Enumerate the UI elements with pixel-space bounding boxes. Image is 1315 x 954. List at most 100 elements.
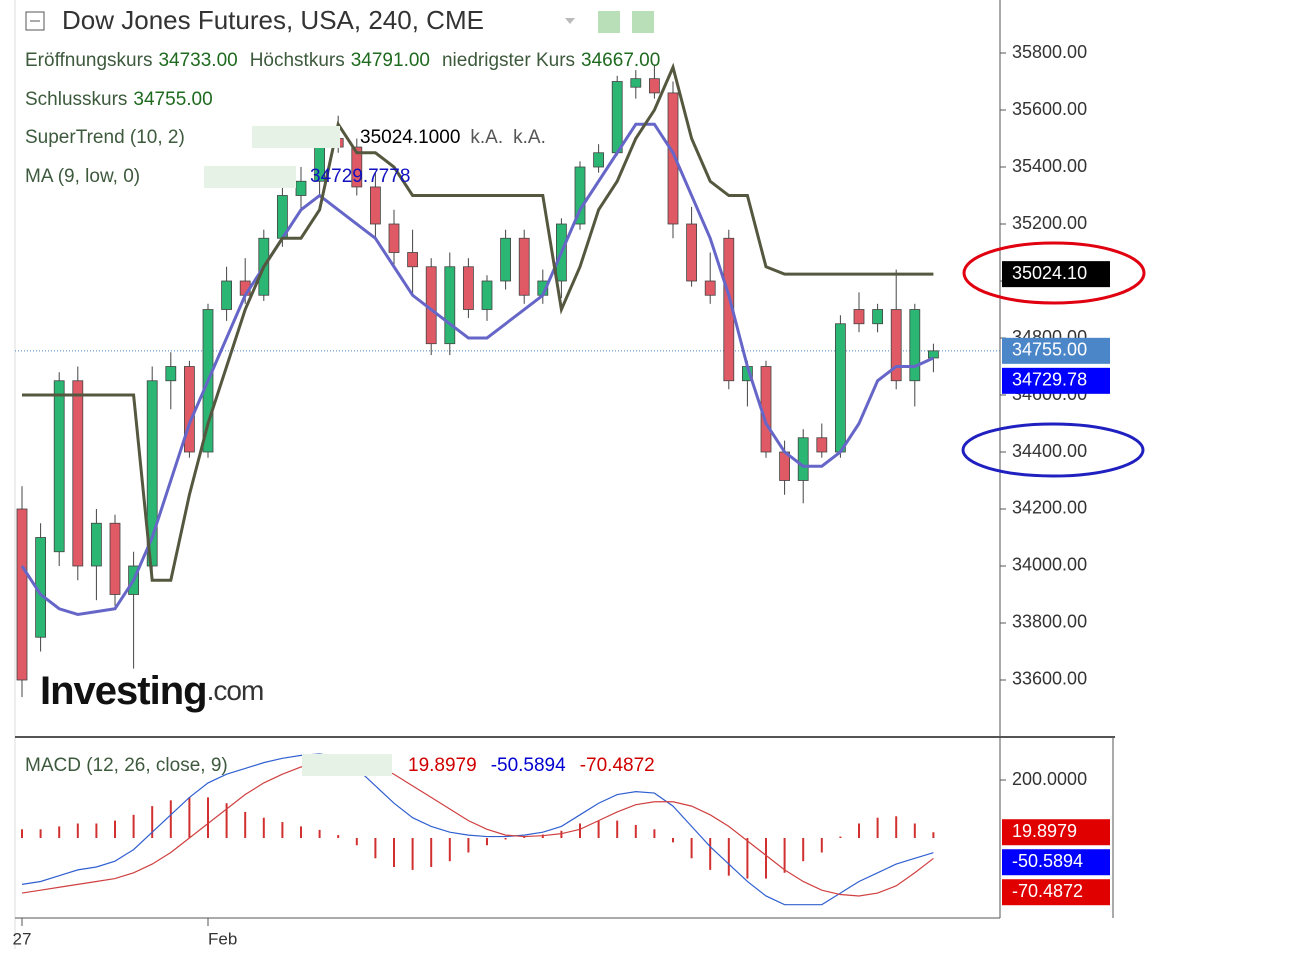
- y-tick-label: 33800.00: [1012, 612, 1087, 632]
- watermark-text: .com: [207, 675, 264, 706]
- value: k.A.: [513, 127, 546, 148]
- candle-body: [351, 146, 363, 188]
- label: SuperTrend (10, 2): [25, 127, 185, 148]
- y-tick-label: 35400.00: [1012, 156, 1087, 176]
- collapse-icon[interactable]: [25, 11, 45, 31]
- dropdown[interactable]: [565, 18, 575, 24]
- label: MA (9, low, 0): [25, 166, 140, 187]
- value: 34755.00: [133, 89, 212, 110]
- candle-body: [872, 309, 883, 325]
- settings-icon[interactable]: [598, 11, 620, 33]
- candle-body: [481, 280, 493, 310]
- price-tag: [1002, 849, 1110, 876]
- price-tag-label: -50.5894: [1012, 851, 1083, 871]
- value: 19.8979: [408, 755, 477, 776]
- value: 34791.00: [351, 50, 430, 71]
- candle-body: [109, 522, 121, 595]
- price-tag: [1002, 261, 1110, 288]
- label: Schlusskurs: [25, 89, 127, 110]
- candle-body: [797, 437, 809, 481]
- candle-body: [53, 380, 65, 553]
- tags: 35024.10 34755.00 34729.78 19.8979 -50.5894 -…: [1002, 261, 1110, 906]
- price-tag-label: 34755.00: [1012, 340, 1087, 360]
- candle-body: [369, 186, 381, 225]
- price-tag-label: 34729.78: [1012, 370, 1087, 390]
- value: 34733.00: [158, 50, 237, 71]
- candle-body: [593, 152, 604, 168]
- candle-body: [91, 522, 102, 567]
- candle-body: [462, 266, 474, 310]
- y-tick-label: 200.0000: [1012, 769, 1087, 789]
- candle-body: [816, 437, 828, 453]
- y-tick-label: 34000.00: [1012, 555, 1087, 575]
- candle-body: [574, 166, 586, 225]
- watermark: Investing.com: [40, 669, 263, 713]
- price-tag: [1002, 879, 1110, 906]
- candle-body: [518, 237, 530, 296]
- label: niedrigster Kurs: [442, 50, 575, 71]
- y-tick-label: 34400.00: [1012, 441, 1087, 461]
- candle-body: [704, 280, 716, 296]
- value: -70.4872: [580, 755, 655, 776]
- settings-icon[interactable]: [632, 11, 654, 33]
- candle-body: [667, 92, 679, 225]
- price-tag: [1002, 819, 1110, 846]
- price-tag-label: 19.8979: [1012, 821, 1077, 841]
- candle-body: [500, 237, 512, 282]
- ma-info: MA (9, low, 0) 34729.7778: [25, 166, 410, 187]
- icon-group[interactable]: [252, 126, 340, 148]
- ohlc-info: Eröffnungskurs 34733.00 Höchstkurs 34791.00…: [25, 50, 660, 71]
- price-tag-label: -70.4872: [1012, 881, 1083, 901]
- y-tick-label: 33600.00: [1012, 669, 1087, 689]
- macd-line: [21, 753, 934, 906]
- macd-info: MACD (12, 26, close, 9) 19.8979 -50.5894 -7…: [25, 755, 655, 776]
- supertrend-info: SuperTrend (10, 2) 35024.1000 k.A. k.A.: [25, 127, 546, 148]
- y-tick-label: 35800.00: [1012, 42, 1087, 62]
- candle-body: [165, 366, 177, 382]
- value: 34667.00: [581, 50, 660, 71]
- highlight-circle: [961, 422, 1145, 478]
- signal-line: [21, 759, 934, 897]
- x-tick-label: Feb: [208, 929, 237, 948]
- candle-body: [388, 223, 400, 253]
- candle-body: [221, 280, 233, 310]
- value: 35024.1000: [360, 127, 460, 148]
- x-tick-label: 27: [13, 929, 32, 948]
- value: 34729.7778: [310, 166, 410, 187]
- close-info: Schlusskurs 34755.00: [25, 89, 213, 110]
- candle-body: [853, 309, 865, 325]
- price-tag: [1002, 337, 1110, 364]
- candle-body: [686, 223, 697, 282]
- candle-body: [928, 350, 939, 359]
- candle-body: [407, 252, 419, 268]
- plot: 33600.00 33800.00 34000.00 34200.00 34400.00…: [13, 42, 1088, 949]
- y-tick-label: 34200.00: [1012, 498, 1087, 518]
- candle-body: [183, 366, 195, 453]
- candle-body: [611, 81, 623, 154]
- candle-body: [649, 78, 660, 94]
- candle-body: [295, 180, 307, 196]
- candle-body: [16, 508, 28, 681]
- label: MACD (12, 26, close, 9): [25, 755, 228, 776]
- price-tag: [1002, 367, 1110, 394]
- candle-body: [630, 78, 642, 88]
- candle-body: [72, 380, 84, 567]
- label: Höchstkurs: [250, 50, 345, 71]
- highlight-circle: [962, 241, 1146, 305]
- price-tag-label: 35024.10: [1012, 263, 1087, 283]
- label: Eröffnungskurs: [25, 50, 152, 71]
- candle-body: [909, 309, 921, 382]
- candle-body: [835, 323, 846, 453]
- value: -50.5894: [491, 755, 566, 776]
- icon-group[interactable]: [302, 754, 392, 776]
- watermark-text: Investing: [40, 669, 207, 713]
- y-tick-label: 35200.00: [1012, 213, 1087, 233]
- value: k.A.: [470, 127, 503, 148]
- candle-body: [890, 309, 902, 382]
- y-tick-label: 35600.00: [1012, 99, 1087, 119]
- ma-line: [20, 122, 935, 616]
- icon-group[interactable]: [204, 166, 296, 188]
- chart-title: Dow Jones Futures, USA, 240, CME: [62, 5, 484, 35]
